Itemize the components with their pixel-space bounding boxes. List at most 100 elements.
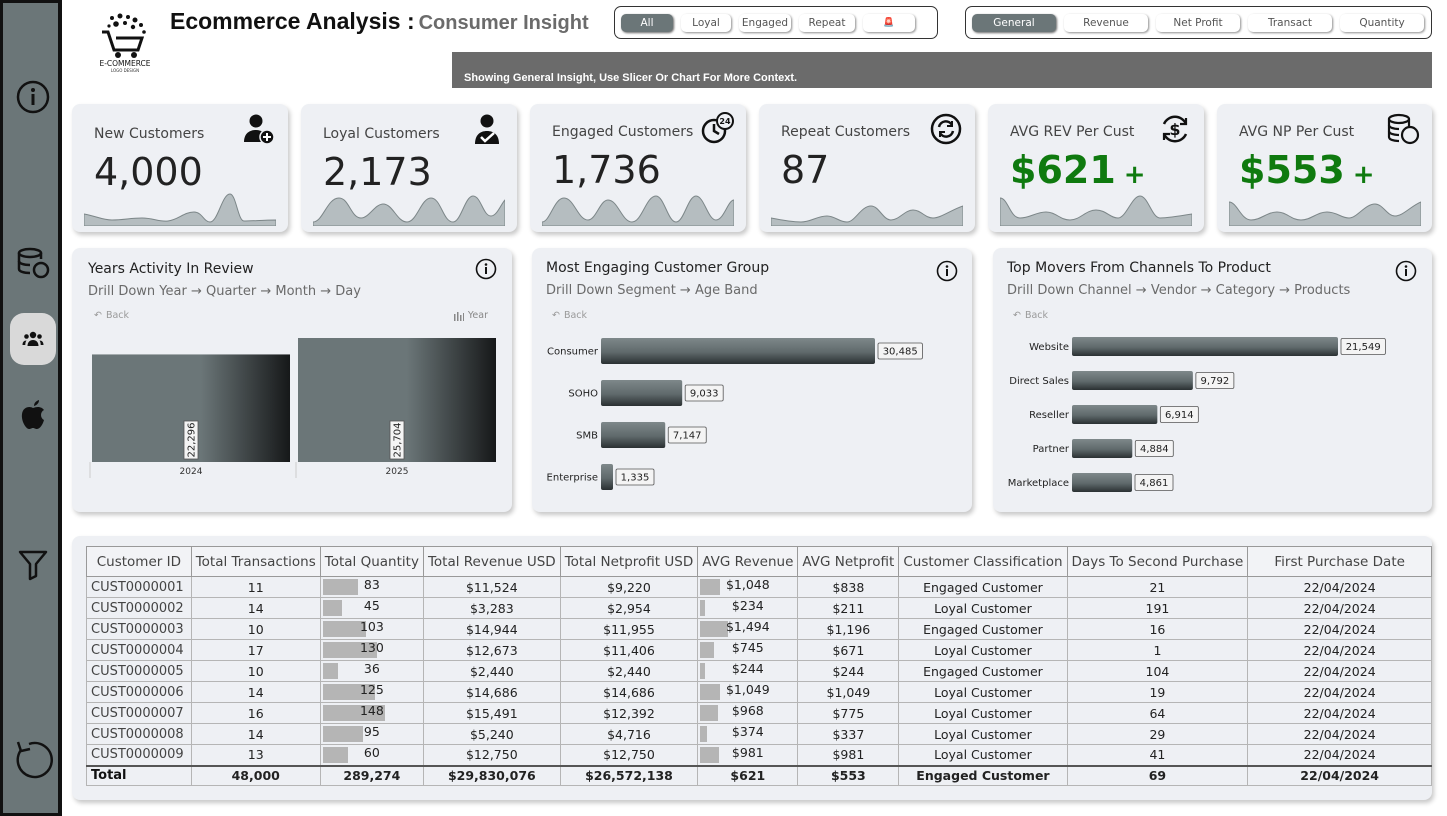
chip-label: Loyal: [692, 16, 720, 29]
slicer-chip-net-profit[interactable]: Net Profit: [1156, 13, 1240, 32]
bar-soho[interactable]: [601, 380, 683, 406]
kpi-card-engaged-customers[interactable]: Engaged Customers 1,736 24: [530, 104, 746, 232]
kpi-card-loyal-customers[interactable]: Loyal Customers 2,173: [301, 104, 517, 232]
bar-smb[interactable]: [601, 422, 666, 448]
bar-marketplace[interactable]: [1072, 473, 1133, 492]
total-cell: $26,572,138: [559, 764, 699, 786]
kpi-label: AVG NP Per Cust: [1239, 124, 1355, 140]
slicer-chip-alert[interactable]: 🚨: [863, 13, 915, 32]
info-icon[interactable]: [1395, 260, 1417, 282]
bar-website[interactable]: [1072, 337, 1338, 356]
bar-enterprise[interactable]: [601, 464, 613, 490]
column-header[interactable]: Days To Second Purchase: [1066, 546, 1249, 577]
year-toggle[interactable]: Year: [453, 310, 488, 321]
kpi-label: AVG REV Per Cust: [1010, 124, 1135, 140]
column-header[interactable]: Total Netprofit USD: [559, 546, 699, 577]
customer-type-slicer: All Loyal Engaged Repeat 🚨: [614, 6, 938, 39]
table-row[interactable]: CUST0000008 14 95 $5,240 $4,716 $374 $337 Loyal…: [86, 723, 1432, 745]
cell-data-bar: 45: [322, 598, 419, 618]
table-row[interactable]: CUST0000007 16 148 $15,491 $12,392 $968 $775 Lo…: [86, 702, 1432, 724]
table-row[interactable]: CUST0000001 11 83 $11,524 $9,220 $1,048 $838 En…: [86, 576, 1432, 598]
kpi-card-new-customers[interactable]: New Customers 4,000: [72, 104, 288, 232]
panel-title: Most Engaging Customer Group: [546, 260, 770, 276]
kpi-card-avg-revenue[interactable]: AVG REV Per Cust $621 + $: [988, 104, 1204, 232]
table-cell: $11,406: [559, 639, 699, 661]
slicer-chip-loyal[interactable]: Loyal: [681, 13, 731, 32]
table-cell: 16: [1066, 618, 1249, 640]
slicer-chip-transact[interactable]: Transact: [1248, 13, 1332, 32]
kpi-value: 87: [781, 148, 830, 192]
table-cell: $12,392: [559, 702, 699, 724]
column-header[interactable]: Customer Classification: [898, 546, 1068, 577]
table-row[interactable]: CUST0000004 17 130 $12,673 $11,406 $745 $671 Lo…: [86, 639, 1432, 661]
cell-bar-fill: [700, 747, 719, 763]
filter-icon[interactable]: [11, 543, 55, 587]
chip-label: Revenue: [1083, 16, 1129, 29]
slicer-chip-engaged[interactable]: Engaged: [739, 13, 791, 32]
column-header[interactable]: First Purchase Date: [1247, 546, 1432, 577]
cell-data-bar: $1,048: [700, 577, 793, 597]
table-row[interactable]: CUST0000009 13 60 $12,750 $12,750 $981 $981 Loy…: [86, 744, 1432, 766]
info-icon[interactable]: [11, 75, 55, 119]
cell-data-bar: 83: [322, 577, 419, 597]
bar-partner[interactable]: [1072, 439, 1133, 458]
column-header[interactable]: Total Quantity: [319, 546, 424, 577]
table-cell: $12,750: [422, 744, 561, 766]
info-icon[interactable]: [475, 258, 497, 280]
slicer-chip-repeat[interactable]: Repeat: [799, 13, 855, 32]
bar-direct-sales[interactable]: [1072, 371, 1193, 390]
chip-label: General: [993, 16, 1035, 29]
slicer-chip-quantity[interactable]: Quantity: [1340, 13, 1424, 32]
table-cell: CUST0000009: [86, 744, 192, 766]
bar-reseller[interactable]: [1072, 405, 1158, 424]
users-icon[interactable]: [10, 313, 56, 365]
back-button[interactable]: ↶ Back: [552, 310, 587, 321]
table-cell: $3,283: [422, 597, 561, 619]
y-category-label: Reseller: [1029, 410, 1070, 421]
data-label-text: 9,792: [1201, 376, 1230, 387]
kpi-card-repeat-customers[interactable]: Repeat Customers 87: [759, 104, 975, 232]
table-row[interactable]: CUST0000002 14 45 $3,283 $2,954 $234 $211 Loyal…: [86, 597, 1432, 619]
kpi-sparkline: [1000, 195, 1192, 226]
column-header[interactable]: Customer ID: [86, 546, 192, 577]
y-category-label: Direct Sales: [1009, 376, 1069, 387]
slicer-chip-general[interactable]: General: [972, 13, 1056, 32]
slicer-chip-revenue[interactable]: Revenue: [1064, 13, 1148, 32]
table-row[interactable]: CUST0000006 14 125 $14,686 $14,686 $1,049 $1,0…: [86, 681, 1432, 703]
table-cell: $2,440: [559, 660, 699, 682]
sidebar: [0, 0, 62, 816]
column-header[interactable]: AVG Revenue: [697, 546, 799, 577]
column-header[interactable]: AVG Netprofit: [797, 546, 900, 577]
back-button[interactable]: ↶ Back: [1013, 310, 1048, 321]
bar-consumer[interactable]: [601, 338, 875, 364]
logo-subtext: LOGO DESIGN: [111, 68, 139, 73]
slicer-chip-all[interactable]: All: [621, 13, 673, 32]
kpi-card-avg-net-profit[interactable]: AVG NP Per Cust $553 +: [1217, 104, 1432, 232]
chip-label: Transact: [1267, 16, 1313, 29]
metric-slicer: General Revenue Net Profit Transact Quan…: [965, 6, 1432, 39]
bar-chart-icon: [453, 311, 464, 321]
database-icon[interactable]: [11, 241, 55, 285]
kpi-value: $621 +: [1010, 148, 1146, 192]
cell-data-bar: 125: [322, 682, 419, 702]
table-cell: Loyal Customer: [898, 702, 1068, 724]
column-header[interactable]: Total Transactions: [190, 546, 321, 577]
y-category-label: Consumer: [547, 347, 599, 358]
apple-icon[interactable]: [11, 393, 55, 437]
table-cell: $838: [797, 576, 900, 598]
cell-data-bar: $1,049: [700, 682, 793, 702]
coins-icon: [1387, 113, 1420, 145]
table-row[interactable]: CUST0000005 10 36 $2,440 $2,440 $244 $244 Engag…: [86, 660, 1432, 682]
table-cell: CUST0000005: [86, 660, 192, 682]
column-header[interactable]: Total Revenue USD: [422, 546, 561, 577]
cell-bar-fill: [322, 726, 363, 742]
reset-icon[interactable]: [11, 737, 55, 781]
kpi-value-number: $553: [1239, 148, 1345, 192]
info-icon[interactable]: [936, 260, 958, 282]
cell-data-bar: 95: [322, 724, 419, 744]
table-body: CUST0000001 11 83 $11,524 $9,220 $1,048 $838 En…: [86, 576, 1432, 786]
back-button[interactable]: ↶ Back: [94, 310, 129, 321]
table-row[interactable]: CUST0000003 10 103 $14,944 $11,955 $1,494 $1,1…: [86, 618, 1432, 640]
table-cell: $11,524: [422, 576, 561, 598]
table-cell: $14,686: [559, 681, 699, 703]
